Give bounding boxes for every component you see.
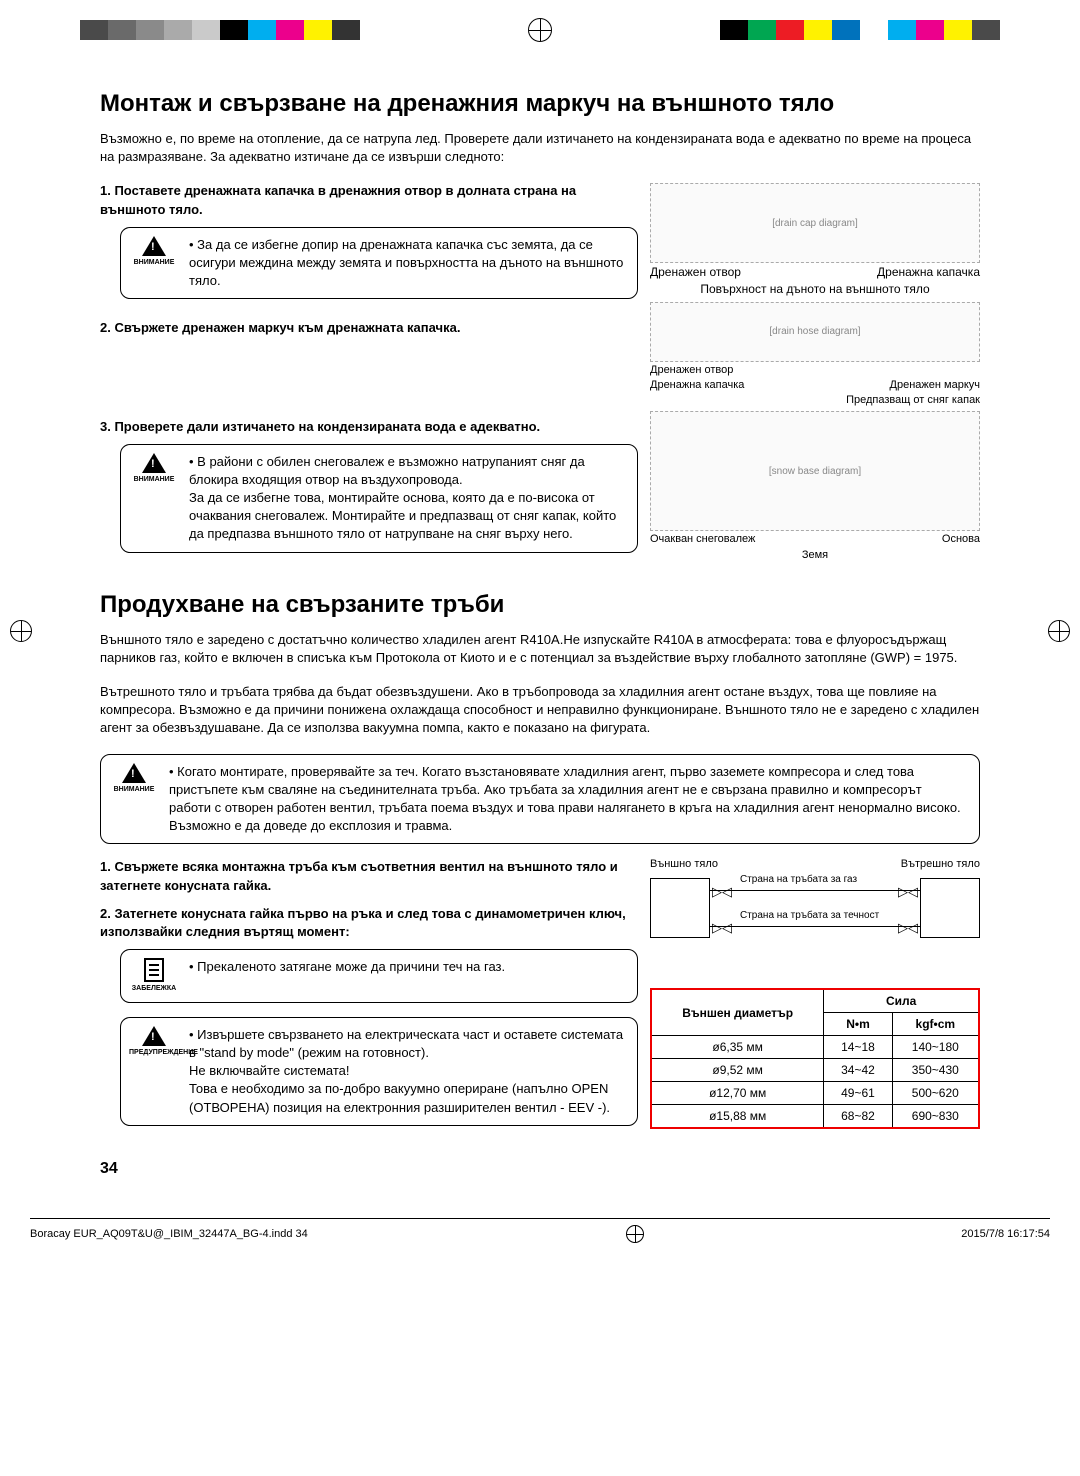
caution-text: • За да се избегне допир на дренажната к… bbox=[189, 236, 625, 291]
caution-icon bbox=[142, 453, 166, 473]
caution-icon bbox=[122, 763, 146, 783]
color-bar-right bbox=[720, 20, 1000, 40]
step-2: 2. Свържете дренажен маркуч към дренажна… bbox=[100, 319, 638, 337]
registration-mark-icon bbox=[626, 1225, 644, 1243]
warning-label: ПРЕДУПРЕЖДЕНИЕ bbox=[129, 1048, 179, 1058]
warning-icon bbox=[142, 1026, 166, 1046]
section-heading: Монтаж и свързване на дренажния маркуч н… bbox=[100, 90, 980, 118]
note-icon bbox=[144, 958, 164, 982]
caution-icon bbox=[142, 236, 166, 256]
table-row: ø9,52 мм34~42350~430 bbox=[651, 1059, 979, 1082]
table-row: ø12,70 мм49~61500~620 bbox=[651, 1082, 979, 1105]
warning-box: ПРЕДУПРЕЖДЕНИЕ • Извършете свързването н… bbox=[120, 1017, 638, 1126]
intro-paragraph: Външното тяло е заредено с достатъчно ко… bbox=[100, 631, 980, 667]
section-heading: Продухване на свързаните тръби bbox=[100, 591, 980, 619]
caution-label: ВНИМАНИЕ bbox=[129, 475, 179, 485]
step-b1: 1. Свържете всяка монтажна тръба към съо… bbox=[100, 858, 638, 894]
table-header: Сила bbox=[824, 989, 979, 1013]
caution-text: • В райони с обилен снеговалеж е възможн… bbox=[189, 453, 625, 544]
caution-label: ВНИМАНИЕ bbox=[109, 785, 159, 795]
figure-drain-cap: [drain cap diagram] bbox=[650, 183, 980, 263]
figure-drain-hose: [drain hose diagram] bbox=[650, 302, 980, 362]
caution-label: ВНИМАНИЕ bbox=[129, 258, 179, 268]
footer-filename: Boracay EUR_AQ09T&U@_IBIM_32447A_BG-4.in… bbox=[30, 1228, 308, 1240]
note-label: ЗАБЕЛЕЖКА bbox=[129, 984, 179, 994]
caution-box: ВНИМАНИЕ • За да се избегне допир на дре… bbox=[120, 227, 638, 300]
caution-box: ВНИМАНИЕ • В райони с обилен снеговалеж … bbox=[120, 444, 638, 553]
caution-text: • Когато монтирате, проверявайте за теч.… bbox=[169, 763, 967, 836]
warning-text: • Извършете свързването на електрическат… bbox=[189, 1026, 625, 1117]
step-b2: 2. Затегнете конусната гайка първо на ръ… bbox=[100, 905, 638, 941]
table-row: ø15,88 мм68~82690~830 bbox=[651, 1105, 979, 1129]
registration-mark-icon bbox=[528, 18, 552, 42]
print-marks-top bbox=[0, 0, 1080, 60]
footer-timestamp: 2015/7/8 16:17:54 bbox=[961, 1228, 1050, 1240]
intro-paragraph: Възможно е, по време на отопление, да се… bbox=[100, 130, 980, 166]
figure-snow-base: [snow base diagram] bbox=[650, 411, 980, 531]
step-1: 1. Поставете дренажната капачка в дренаж… bbox=[100, 182, 638, 218]
table-header: Външен диаметър bbox=[651, 989, 824, 1036]
table-row: ø6,35 мм14~18140~180 bbox=[651, 1036, 979, 1059]
torque-table: Външен диаметър Сила N•m kgf•cm ø6,35 мм… bbox=[650, 988, 980, 1129]
page-number: 34 bbox=[100, 1160, 980, 1178]
note-text: • Прекаленото затягане може да причини т… bbox=[189, 958, 505, 976]
step-3: 3. Проверете дали изтичането на кондензи… bbox=[100, 418, 638, 436]
page-content: Монтаж и свързване на дренажния маркуч н… bbox=[0, 60, 1080, 1198]
intro-paragraph: Вътрешното тяло и тръбата трябва да бъда… bbox=[100, 683, 980, 738]
caution-box: ВНИМАНИЕ • Когато монтирате, проверявайт… bbox=[100, 754, 980, 845]
figure-labels: [drain cap diagram] Дренажен отвор Дрена… bbox=[650, 182, 980, 563]
figure-pipe-diagram: Външно тяло Вътрешно тяло ▷◁ ▷◁ ▷◁ ▷◁ Ст… bbox=[650, 858, 980, 978]
table-header: N•m bbox=[824, 1013, 892, 1036]
table-header: kgf•cm bbox=[892, 1013, 979, 1036]
footer: Boracay EUR_AQ09T&U@_IBIM_32447A_BG-4.in… bbox=[30, 1218, 1050, 1243]
note-box: ЗАБЕЛЕЖКА • Прекаленото затягане може да… bbox=[120, 949, 638, 1003]
color-bar-left bbox=[80, 20, 360, 40]
